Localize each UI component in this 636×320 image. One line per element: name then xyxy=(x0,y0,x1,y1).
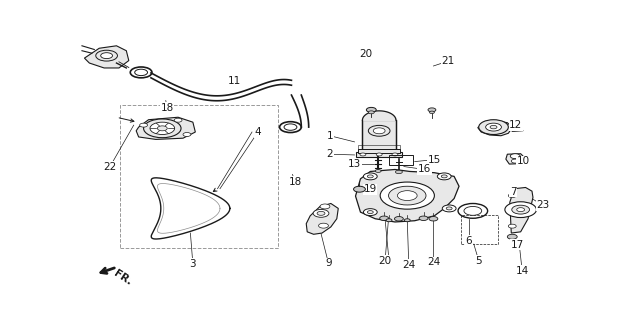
Polygon shape xyxy=(478,121,512,136)
Circle shape xyxy=(429,217,438,221)
Circle shape xyxy=(394,217,403,221)
Polygon shape xyxy=(307,204,338,234)
Circle shape xyxy=(368,211,373,213)
Circle shape xyxy=(508,224,516,228)
Circle shape xyxy=(429,111,434,114)
Circle shape xyxy=(446,207,452,210)
Circle shape xyxy=(512,205,530,214)
Circle shape xyxy=(392,153,398,156)
Circle shape xyxy=(313,209,329,217)
Circle shape xyxy=(183,132,191,136)
Text: 18: 18 xyxy=(161,103,174,113)
Circle shape xyxy=(373,128,385,134)
Text: 20: 20 xyxy=(378,256,392,266)
Circle shape xyxy=(438,173,451,180)
Circle shape xyxy=(516,208,525,212)
Bar xyxy=(389,155,413,164)
Bar xyxy=(358,148,401,153)
Circle shape xyxy=(144,119,181,138)
Circle shape xyxy=(375,170,381,172)
Circle shape xyxy=(319,223,328,228)
Circle shape xyxy=(368,125,390,136)
Text: 13: 13 xyxy=(348,159,361,169)
Text: 7: 7 xyxy=(510,187,516,197)
Circle shape xyxy=(354,186,365,192)
Text: FR.: FR. xyxy=(111,269,133,288)
Circle shape xyxy=(284,124,297,130)
Text: 18: 18 xyxy=(289,177,302,187)
Bar xyxy=(120,105,278,248)
Text: 16: 16 xyxy=(418,164,431,174)
Circle shape xyxy=(363,209,377,216)
Circle shape xyxy=(320,204,330,209)
Circle shape xyxy=(360,153,366,156)
Polygon shape xyxy=(510,188,533,233)
Circle shape xyxy=(486,123,501,131)
Circle shape xyxy=(479,120,508,134)
Polygon shape xyxy=(356,170,459,222)
Text: 20: 20 xyxy=(359,49,372,59)
Circle shape xyxy=(464,206,481,215)
Circle shape xyxy=(419,216,428,220)
Text: 19: 19 xyxy=(364,184,377,194)
Circle shape xyxy=(377,153,382,156)
Circle shape xyxy=(100,53,113,59)
Text: 3: 3 xyxy=(190,259,196,269)
Circle shape xyxy=(441,175,447,178)
Text: 4: 4 xyxy=(254,127,261,137)
Text: 21: 21 xyxy=(441,56,455,66)
Circle shape xyxy=(428,108,436,112)
Polygon shape xyxy=(509,128,523,132)
Bar xyxy=(356,152,403,157)
Polygon shape xyxy=(136,117,195,140)
Circle shape xyxy=(135,69,148,76)
Circle shape xyxy=(157,126,167,131)
Circle shape xyxy=(96,50,118,61)
Circle shape xyxy=(505,202,536,218)
Circle shape xyxy=(150,122,175,134)
Circle shape xyxy=(398,191,417,201)
Bar xyxy=(358,145,401,149)
Text: 9: 9 xyxy=(325,258,332,268)
Text: 11: 11 xyxy=(228,76,242,86)
Circle shape xyxy=(380,216,389,220)
Text: 22: 22 xyxy=(104,162,116,172)
Text: 1: 1 xyxy=(326,131,333,141)
Circle shape xyxy=(140,123,148,127)
Circle shape xyxy=(490,125,497,129)
Circle shape xyxy=(174,118,182,122)
Text: 24: 24 xyxy=(402,260,415,269)
Circle shape xyxy=(363,173,377,180)
Text: 6: 6 xyxy=(466,236,472,246)
Circle shape xyxy=(442,205,456,212)
Circle shape xyxy=(404,219,410,222)
Bar xyxy=(462,215,499,244)
Circle shape xyxy=(508,234,517,239)
Circle shape xyxy=(508,194,516,197)
Circle shape xyxy=(510,154,520,159)
Text: 10: 10 xyxy=(516,156,530,166)
Text: 5: 5 xyxy=(476,256,482,266)
Polygon shape xyxy=(506,154,525,164)
Circle shape xyxy=(317,212,325,215)
Text: 8: 8 xyxy=(385,256,392,266)
Text: 14: 14 xyxy=(516,266,529,276)
Polygon shape xyxy=(85,46,128,68)
Circle shape xyxy=(386,219,392,222)
Text: 15: 15 xyxy=(428,155,441,164)
Circle shape xyxy=(368,175,373,178)
Circle shape xyxy=(396,170,403,174)
Circle shape xyxy=(511,159,519,163)
Text: 23: 23 xyxy=(536,200,550,211)
Text: 17: 17 xyxy=(511,240,524,250)
Circle shape xyxy=(389,186,426,205)
Bar xyxy=(363,120,396,152)
Circle shape xyxy=(368,111,374,114)
Circle shape xyxy=(366,108,377,112)
Circle shape xyxy=(380,182,434,209)
Text: 24: 24 xyxy=(427,257,440,267)
Text: 12: 12 xyxy=(509,120,522,130)
Text: 2: 2 xyxy=(326,149,333,159)
